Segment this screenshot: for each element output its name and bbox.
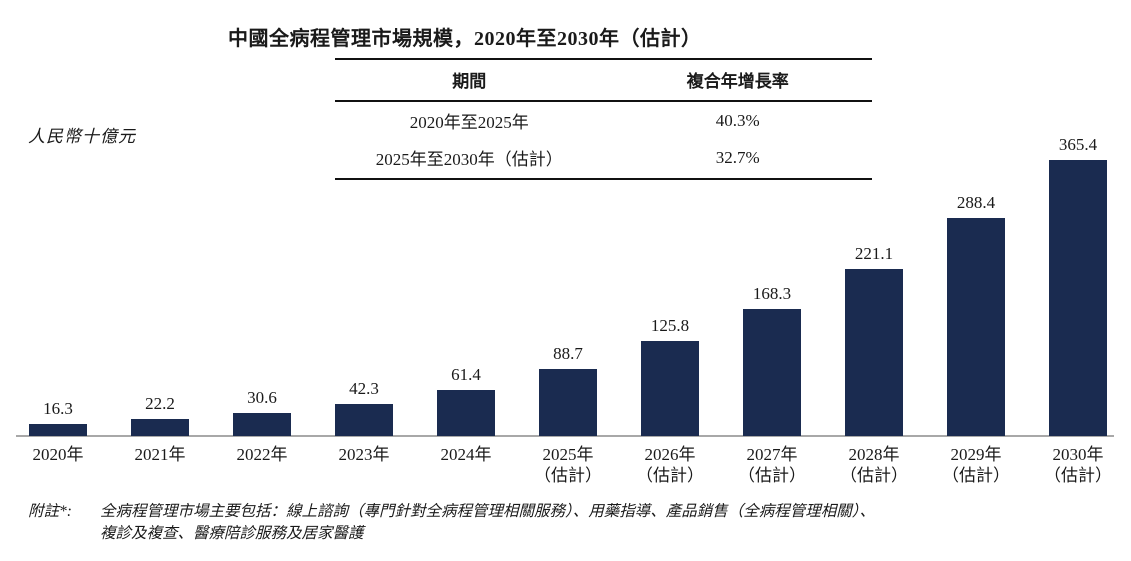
period-cell: 2020年至2025年 <box>409 113 529 132</box>
bar-value-label: 88.7 <box>553 344 583 363</box>
table-row: 2025年至2030年（估計） 32.7% <box>335 139 872 180</box>
table-row: 2020年至2025年 40.3% <box>335 101 872 139</box>
bar <box>335 404 393 436</box>
footnote-line: 複診及複查、醫療陪診服務及居家醫護 <box>100 525 364 542</box>
cagr-table-header-rate: 複合年增長率 <box>603 58 872 102</box>
bar <box>539 369 597 436</box>
bar-value-label: 22.2 <box>145 394 175 413</box>
bar-value-label: 168.3 <box>752 284 792 303</box>
bar-value-label: 288.4 <box>956 193 996 212</box>
footnote-line: 全病程管理市場主要包括：線上諮詢（專門針對全病程管理相關服務）、用藥指導、產品銷… <box>100 503 876 520</box>
x-axis-label: 2020年 <box>32 445 84 464</box>
x-axis-label: 2026年 （估計） <box>636 445 704 485</box>
bar-value-label: 42.3 <box>349 379 379 398</box>
footnote: 附註*: 全病程管理市場主要包括：線上諮詢（專門針對全病程管理相關服務）、用藥指… <box>28 501 875 545</box>
x-axis-label: 2022年 <box>236 445 288 464</box>
bar <box>641 341 699 436</box>
cagr-table-header-row: 期間 複合年增長率 <box>335 58 872 102</box>
x-axis-label: 2024年 <box>440 445 492 464</box>
footnote-label: 附註*: <box>28 503 72 520</box>
bar <box>845 269 903 436</box>
x-axis-label: 2021年 <box>134 445 186 464</box>
bar <box>437 390 495 436</box>
bar-value-label: 16.3 <box>43 399 73 418</box>
cagr-table-header-period: 期間 <box>335 58 604 102</box>
bar <box>233 413 291 436</box>
y-axis-unit-label: 人民幣十億元 <box>28 127 136 146</box>
bar <box>29 424 87 436</box>
bar-value-label: 125.8 <box>650 316 690 335</box>
bar <box>1049 160 1107 436</box>
period-cell: 2025年至2030年（估計） <box>335 139 604 180</box>
bar-value-label: 221.1 <box>854 244 894 263</box>
cagr-cell: 40.3% <box>715 110 760 130</box>
bar-value-label: 30.6 <box>247 388 277 407</box>
x-axis-line <box>16 435 1114 437</box>
x-axis-label: 2025年 （估計） <box>534 445 602 485</box>
cagr-table: 期間 複合年增長率 2020年至2025年 40.3% 2025年至2030年（… <box>335 58 872 180</box>
x-axis-label: 2027年 （估計） <box>738 445 806 485</box>
bar-value-label: 365.4 <box>1058 135 1098 154</box>
x-axis-label: 2028年 （估計） <box>840 445 908 485</box>
page-title: 中國全病程管理市場規模，2020年至2030年（估計） <box>228 28 702 50</box>
x-axis-label: 2029年 （估計） <box>942 445 1010 485</box>
bar <box>947 218 1005 436</box>
bar <box>743 309 801 436</box>
x-axis-label: 2023年 <box>338 445 390 464</box>
x-axis-label: 2030年 （估計） <box>1044 445 1112 485</box>
bar <box>131 419 189 436</box>
bar-value-label: 61.4 <box>451 365 481 384</box>
footnote-text: 全病程管理市場主要包括：線上諮詢（專門針對全病程管理相關服務）、用藥指導、產品銷… <box>100 501 875 545</box>
cagr-cell: 32.7% <box>603 139 872 180</box>
